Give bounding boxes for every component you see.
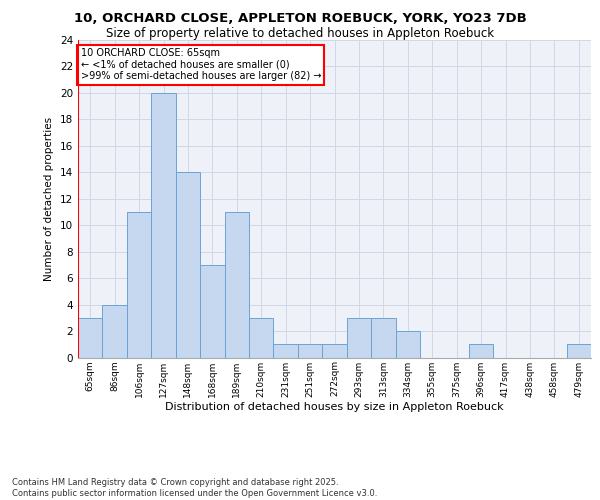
Bar [103,304,127,358]
Bar [274,344,298,358]
Bar [78,318,103,358]
Text: 10 ORCHARD CLOSE: 65sqm
← <1% of detached houses are smaller (0)
>99% of semi-de: 10 ORCHARD CLOSE: 65sqm ← <1% of detache… [80,48,321,81]
Bar [566,344,591,358]
Bar [469,344,493,358]
Y-axis label: Number of detached properties: Number of detached properties [44,116,55,281]
Bar [200,265,224,358]
Bar [322,344,347,358]
Bar [395,331,420,357]
Bar [224,212,249,358]
Bar [298,344,322,358]
Text: 10, ORCHARD CLOSE, APPLETON ROEBUCK, YORK, YO23 7DB: 10, ORCHARD CLOSE, APPLETON ROEBUCK, YOR… [74,12,526,26]
Text: Contains HM Land Registry data © Crown copyright and database right 2025.
Contai: Contains HM Land Registry data © Crown c… [12,478,377,498]
Text: Size of property relative to detached houses in Appleton Roebuck: Size of property relative to detached ho… [106,28,494,40]
Bar [151,93,176,357]
Bar [347,318,371,358]
Bar [371,318,395,358]
X-axis label: Distribution of detached houses by size in Appleton Roebuck: Distribution of detached houses by size … [165,402,504,412]
Bar [127,212,151,358]
Bar [249,318,274,358]
Bar [176,172,200,358]
